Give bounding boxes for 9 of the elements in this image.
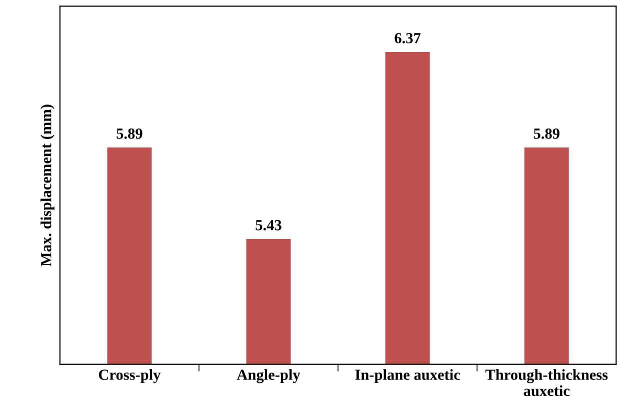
data-label: 5.89 [534, 128, 560, 139]
x-tick-label: Cross-ply [98, 369, 161, 384]
data-label: 6.37 [394, 33, 421, 44]
x-tick-label: In-plane auxetic [355, 369, 460, 384]
x-tick-label: Through-thickness auxetic [485, 369, 608, 396]
y-axis-title: Max. displacement (mm) [40, 104, 54, 266]
data-label: 5.43 [256, 220, 282, 230]
data-label: 5.89 [116, 128, 142, 139]
x-tick-label: Angle-ply [236, 369, 300, 384]
